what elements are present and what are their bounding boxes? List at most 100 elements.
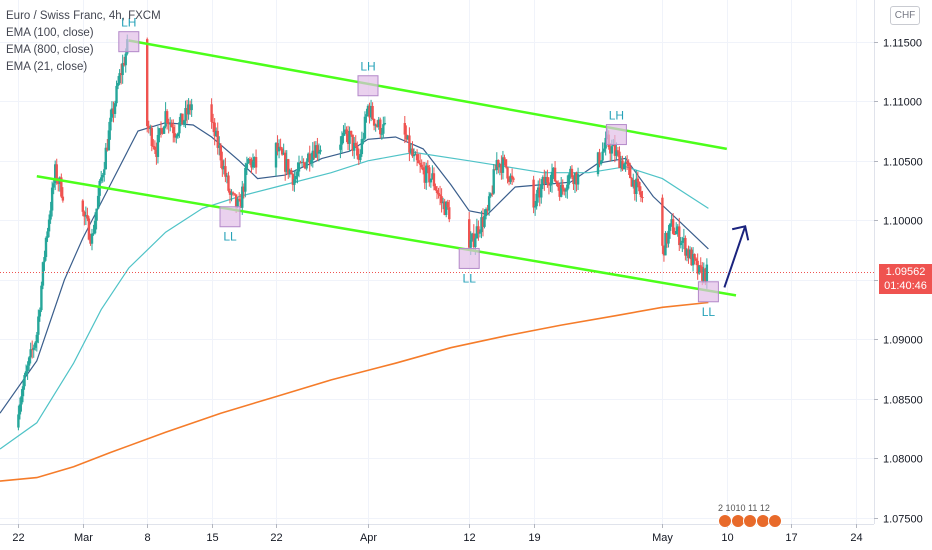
candle-body <box>573 172 577 185</box>
candle-body <box>429 178 433 183</box>
event-flag-icon[interactable] <box>768 514 783 528</box>
candle-body <box>636 178 640 183</box>
candle-body <box>305 161 308 169</box>
indicator-ema-100[interactable]: EMA (100, close) <box>6 27 94 39</box>
candle-body <box>552 167 555 172</box>
time-tick-label: 15 <box>206 532 218 544</box>
candle-body <box>638 182 641 192</box>
candle-body <box>491 193 494 195</box>
indicator-ema-800[interactable]: EMA (800, close) <box>6 44 94 56</box>
candle-body <box>152 145 155 147</box>
candle-body <box>506 167 509 179</box>
swing-marker-box <box>458 247 480 269</box>
candle-body <box>158 128 161 135</box>
candle-body <box>621 160 624 170</box>
candle-body <box>354 142 357 146</box>
candle-body <box>349 130 353 135</box>
candle-body <box>20 396 23 405</box>
candle-body <box>244 167 247 192</box>
candle-body <box>431 173 434 179</box>
swing-marker-box <box>697 281 719 303</box>
swing-marker-label: LL <box>223 230 237 244</box>
price-tick-label: 1.08000 <box>883 454 923 466</box>
indicator-ema-21[interactable]: EMA (21, close) <box>6 61 88 73</box>
candle-body <box>284 152 287 172</box>
candle-body <box>547 182 551 186</box>
candle-body <box>435 190 439 194</box>
candle-body <box>414 154 417 156</box>
candle-body <box>426 165 429 168</box>
swing-marker-label: LL <box>463 271 477 285</box>
candle-body <box>477 226 480 234</box>
candle-body <box>420 164 423 168</box>
currency-button[interactable]: CHF <box>890 6 920 25</box>
candle-body <box>417 160 420 164</box>
candle-body <box>601 151 604 161</box>
candle-body <box>90 233 94 244</box>
candle-body <box>121 62 124 76</box>
candle-body <box>173 133 176 138</box>
candle-body <box>253 157 256 162</box>
candle-body <box>705 264 709 282</box>
candle-body <box>149 128 152 130</box>
candle-body <box>685 249 689 256</box>
candle-body <box>376 124 379 127</box>
candle-body <box>41 262 45 286</box>
candle-body <box>469 239 472 248</box>
candle-body <box>678 226 681 246</box>
candle-body <box>625 161 629 163</box>
candle-body <box>280 148 284 155</box>
candle-body <box>104 147 107 170</box>
candle-body <box>314 145 318 158</box>
candle-body <box>362 138 365 140</box>
candle-body <box>383 123 387 125</box>
time-tick-label: Mar <box>74 532 93 544</box>
candle-body <box>101 174 104 178</box>
candle-body <box>372 119 376 126</box>
candle-body <box>109 117 112 131</box>
candle-body <box>665 232 669 244</box>
event-flag-icon[interactable] <box>718 514 732 528</box>
candle-body <box>560 184 563 197</box>
symbol-title[interactable]: Euro / Swiss Franc, 4h, FXCM <box>6 10 161 22</box>
candle-body <box>147 126 150 129</box>
candle-body <box>544 176 548 184</box>
candle-body <box>570 168 574 178</box>
price-tick-label: 1.11500 <box>883 38 922 50</box>
candle-body <box>150 128 153 146</box>
time-tick-label: 10 <box>721 532 733 544</box>
candle-body <box>363 116 367 139</box>
candle-body <box>475 226 479 239</box>
candle-body <box>405 134 408 140</box>
candle-body <box>575 172 578 185</box>
time-tick-label: 22 <box>270 532 282 544</box>
candle-body <box>699 265 702 267</box>
event-flag-icon[interactable] <box>743 514 758 528</box>
candle-body <box>29 349 32 358</box>
candle-body <box>146 39 149 127</box>
candle-body <box>179 113 183 123</box>
candle-body <box>311 150 314 161</box>
candle-body <box>287 159 290 175</box>
candle-body <box>448 207 451 220</box>
candle-body <box>23 375 26 387</box>
candle-body <box>671 219 675 234</box>
candle-body <box>288 170 291 175</box>
candle-body <box>294 175 298 180</box>
time-axis[interactable]: 22 Mar 8 15 22 Apr 12 19 May 10 17 24 <box>12 524 863 544</box>
candle-body <box>162 126 166 134</box>
candle-body <box>222 166 226 170</box>
ema-line <box>0 151 709 450</box>
candle-body <box>599 160 603 165</box>
candle-body <box>546 176 549 183</box>
candle-body <box>118 73 121 84</box>
economic-events[interactable]: 2 1010 11 12 <box>718 503 783 528</box>
candle-body <box>219 145 222 161</box>
price-tick-label: 1.07500 <box>883 514 923 526</box>
trend-arrow-shaft <box>723 225 747 288</box>
candle-body <box>213 122 216 137</box>
candle-body <box>425 165 428 183</box>
candle-body <box>701 266 704 281</box>
swing-marker-box <box>219 206 241 228</box>
